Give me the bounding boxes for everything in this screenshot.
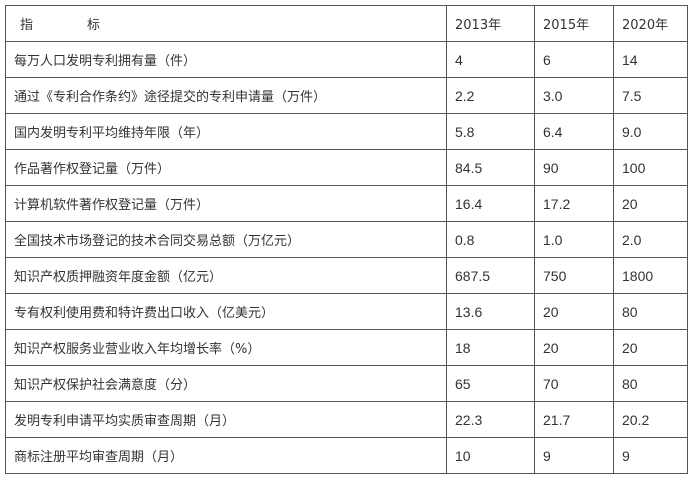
value-2013: 13.6 xyxy=(446,293,535,330)
row-label: 专有权利使用费和特许费出口收入（亿美元） xyxy=(5,293,447,330)
table-row: 计算机软件著作权登记量（万件） 16.4 17.2 20 xyxy=(5,185,688,222)
value-2013: 2.2 xyxy=(446,77,535,114)
row-label: 每万人口发明专利拥有量（件） xyxy=(5,41,447,78)
row-label: 知识产权服务业营业收入年均增长率（%） xyxy=(5,329,447,366)
row-label: 作品著作权登记量（万件） xyxy=(5,149,447,186)
table-row: 知识产权服务业营业收入年均增长率（%） 18 20 20 xyxy=(5,329,688,366)
value-2015: 9 xyxy=(534,437,614,474)
value-2015: 20 xyxy=(534,293,614,330)
value-2015: 70 xyxy=(534,365,614,402)
value-2015: 1.0 xyxy=(534,221,614,258)
value-2015: 3.0 xyxy=(534,77,614,114)
table-row: 商标注册平均审查周期（月） 10 9 9 xyxy=(5,437,688,474)
row-label: 全国技术市场登记的技术合同交易总额（万亿元） xyxy=(5,221,447,258)
table-body: 指标 2013年 2015年 2020年 每万人口发明专利拥有量（件） 4 6 … xyxy=(5,5,688,474)
value-2013: 18 xyxy=(446,329,535,366)
value-2015: 17.2 xyxy=(534,185,614,222)
table-row: 全国技术市场登记的技术合同交易总额（万亿元） 0.8 1.0 2.0 xyxy=(5,221,688,258)
table-row: 知识产权质押融资年度金额（亿元） 687.5 750 1800 xyxy=(5,257,688,294)
value-2020: 14 xyxy=(613,41,688,78)
value-2020: 20 xyxy=(613,329,688,366)
header-year-2015: 2015年 xyxy=(534,5,614,42)
value-2013: 4 xyxy=(446,41,535,78)
value-2015: 20 xyxy=(534,329,614,366)
table-row: 每万人口发明专利拥有量（件） 4 6 14 xyxy=(5,41,688,78)
value-2020: 80 xyxy=(613,365,688,402)
row-label: 商标注册平均审查周期（月） xyxy=(5,437,447,474)
row-label: 知识产权质押融资年度金额（亿元） xyxy=(5,257,447,294)
header-indicator-cell: 指标 xyxy=(5,5,447,42)
value-2013: 5.8 xyxy=(446,113,535,150)
header-row: 指标 2013年 2015年 2020年 xyxy=(5,5,688,42)
value-2020: 20.2 xyxy=(613,401,688,438)
value-2013: 16.4 xyxy=(446,185,535,222)
table-row: 知识产权保护社会满意度（分） 65 70 80 xyxy=(5,365,688,402)
value-2013: 84.5 xyxy=(446,149,535,186)
value-2020: 2.0 xyxy=(613,221,688,258)
header-year-2020: 2020年 xyxy=(613,5,688,42)
table-row: 作品著作权登记量（万件） 84.5 90 100 xyxy=(5,149,688,186)
table-row: 发明专利申请平均实质审查周期（月） 22.3 21.7 20.2 xyxy=(5,401,688,438)
header-year-2013: 2013年 xyxy=(446,5,535,42)
indicator-table: 指标 2013年 2015年 2020年 每万人口发明专利拥有量（件） 4 6 … xyxy=(5,5,688,474)
row-label: 发明专利申请平均实质审查周期（月） xyxy=(5,401,447,438)
row-label: 计算机软件著作权登记量（万件） xyxy=(5,185,447,222)
row-label: 国内发明专利平均维持年限（年） xyxy=(5,113,447,150)
value-2015: 90 xyxy=(534,149,614,186)
value-2013: 22.3 xyxy=(446,401,535,438)
value-2013: 10 xyxy=(446,437,535,474)
row-label: 知识产权保护社会满意度（分） xyxy=(5,365,447,402)
table-row: 通过《专利合作条约》途径提交的专利申请量（万件） 2.2 3.0 7.5 xyxy=(5,77,688,114)
value-2020: 7.5 xyxy=(613,77,688,114)
table-row: 国内发明专利平均维持年限（年） 5.8 6.4 9.0 xyxy=(5,113,688,150)
value-2020: 9 xyxy=(613,437,688,474)
value-2013: 65 xyxy=(446,365,535,402)
value-2015: 21.7 xyxy=(534,401,614,438)
value-2020: 20 xyxy=(613,185,688,222)
row-label: 通过《专利合作条约》途径提交的专利申请量（万件） xyxy=(5,77,447,114)
value-2020: 80 xyxy=(613,293,688,330)
header-indicator-char-1: 指 xyxy=(20,18,34,33)
value-2020: 1800 xyxy=(613,257,688,294)
value-2015: 6 xyxy=(534,41,614,78)
value-2013: 0.8 xyxy=(446,221,535,258)
header-indicator-char-2: 标 xyxy=(87,18,101,33)
table-row: 专有权利使用费和特许费出口收入（亿美元） 13.6 20 80 xyxy=(5,293,688,330)
value-2015: 6.4 xyxy=(534,113,614,150)
value-2015: 750 xyxy=(534,257,614,294)
value-2020: 100 xyxy=(613,149,688,186)
value-2020: 9.0 xyxy=(613,113,688,150)
value-2013: 687.5 xyxy=(446,257,535,294)
